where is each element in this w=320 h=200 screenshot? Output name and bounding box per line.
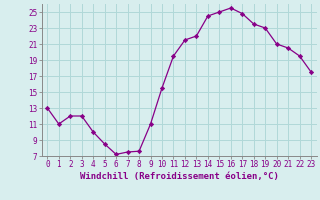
X-axis label: Windchill (Refroidissement éolien,°C): Windchill (Refroidissement éolien,°C) (80, 172, 279, 181)
